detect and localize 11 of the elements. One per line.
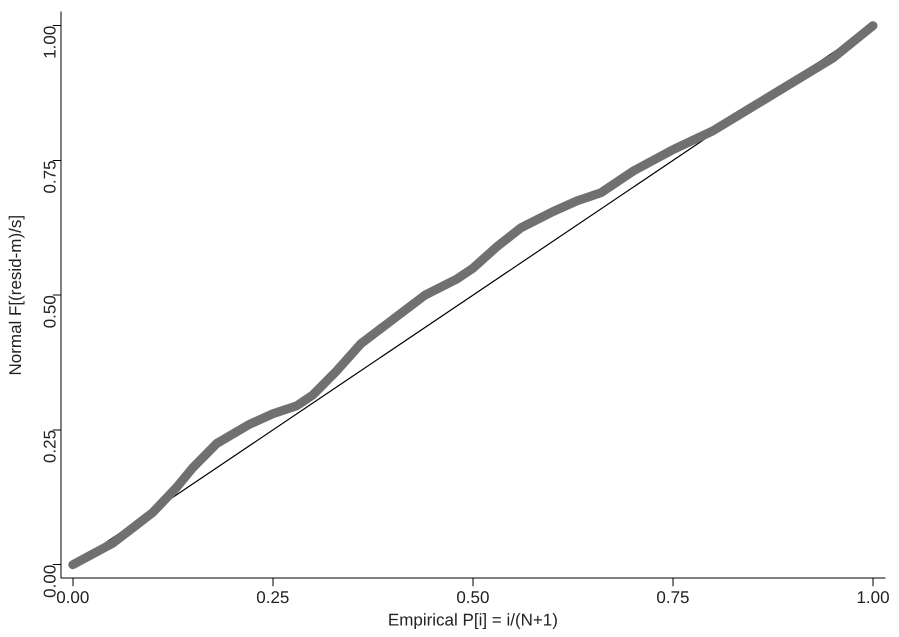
y-tick-label: 1.00 [40, 26, 60, 59]
y-tick-label: 0.75 [40, 160, 60, 194]
y-tick-label: 0.25 [40, 430, 60, 464]
x-tick-label: 1.00 [856, 588, 890, 608]
x-axis-title: Empirical P[i] = i/(N+1) [388, 610, 558, 630]
y-tick-label: 0.50 [40, 295, 60, 328]
x-tick-label: 0.75 [656, 588, 690, 608]
x-tick-label: 0.00 [56, 588, 90, 608]
y-axis-title: Normal F[(resid-m)/s] [6, 214, 25, 376]
x-tick-label: 0.25 [256, 588, 290, 608]
x-tick-label: 0.50 [456, 588, 490, 608]
